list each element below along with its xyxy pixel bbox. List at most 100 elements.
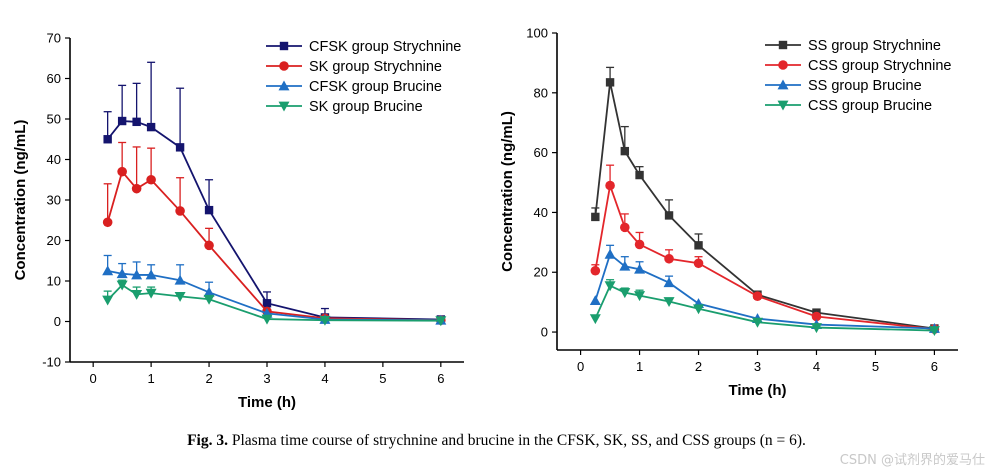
series-line-ss-group-strychnine <box>594 82 935 330</box>
y-tick-label: 80 <box>534 85 548 100</box>
data-point <box>146 174 156 185</box>
data-point <box>102 265 114 276</box>
legend-label: CSS group Strychnine <box>808 58 951 74</box>
data-point <box>693 258 704 269</box>
x-axis-title: Time (h) <box>728 382 786 399</box>
data-point <box>810 323 822 334</box>
series-line-sk-group-strychnine <box>106 169 441 322</box>
y-tick-label: 10 <box>47 274 61 289</box>
y-tick-label: 20 <box>534 265 548 280</box>
data-point <box>752 291 763 301</box>
data-point <box>131 183 142 194</box>
data-point <box>103 135 112 144</box>
x-tick-label: 3 <box>263 371 270 386</box>
data-point <box>174 291 186 302</box>
x-tick-label: 6 <box>931 359 938 374</box>
data-point <box>604 248 616 259</box>
data-point <box>102 217 113 228</box>
x-tick-label: 1 <box>636 359 643 374</box>
series-line-sk-group-brucine <box>107 283 441 322</box>
data-point <box>634 239 645 250</box>
legend-label: CFSK group Strychnine <box>309 39 461 55</box>
data-point <box>928 326 940 337</box>
legend-marker <box>778 60 788 70</box>
data-point <box>132 117 141 127</box>
legend-marker <box>278 80 290 91</box>
x-tick-label: 6 <box>437 371 444 386</box>
y-tick-label: 70 <box>47 31 61 46</box>
data-point <box>605 180 615 191</box>
data-point <box>204 205 214 215</box>
series-ss-group-brucine <box>589 244 940 333</box>
y-tick-label: 60 <box>47 71 61 86</box>
legend-marker <box>279 41 289 51</box>
data-point <box>116 280 128 291</box>
x-tick-label: 4 <box>813 359 820 374</box>
data-point <box>145 288 157 299</box>
legend-label: CSS group Brucine <box>808 98 932 114</box>
legend-marker <box>777 79 789 90</box>
data-point <box>319 315 331 326</box>
legend-label: SS group Brucine <box>808 78 922 94</box>
data-point <box>664 253 674 264</box>
data-point <box>204 240 214 251</box>
x-tick-label: 2 <box>205 371 212 386</box>
series-cfsk-group-strychnine <box>103 61 446 324</box>
data-point <box>619 260 631 271</box>
caption-label: Fig. 3. <box>187 432 228 449</box>
data-point <box>117 116 127 126</box>
data-point <box>752 317 763 328</box>
legend-marker <box>777 100 789 111</box>
x-tick-label: 0 <box>577 359 584 374</box>
x-axis-title: Time (h) <box>238 394 296 411</box>
chart-right-panel: 0 20 40 60 80 100 0 1 2 3 4 5 6 Time (h) Concentration… <box>499 26 958 399</box>
data-point <box>591 212 600 222</box>
data-point <box>131 289 143 300</box>
x-tick-label: 1 <box>148 371 155 386</box>
data-point <box>203 286 215 297</box>
data-point <box>634 263 646 274</box>
x-tick-label: 2 <box>695 359 702 374</box>
x-tick-label: 0 <box>90 371 97 386</box>
y-tick-label: 0 <box>54 314 61 329</box>
y-tick-label: 0 <box>541 325 548 340</box>
series-line-cfsk-group-strychnine <box>106 120 441 321</box>
legend-marker <box>279 61 289 71</box>
x-tick-label: 5 <box>379 371 386 386</box>
series-css-group-brucine <box>589 279 940 337</box>
data-point <box>117 166 127 177</box>
data-point <box>175 206 185 216</box>
y-tick-label: 100 <box>526 26 548 41</box>
data-point <box>145 269 157 280</box>
legend: SS group Strychnine CSS group Strychnine S… <box>765 38 951 114</box>
y-tick-label: 40 <box>47 152 61 167</box>
caption-text: Plasma time course of strychnine and bru… <box>231 432 806 449</box>
data-point <box>116 268 128 279</box>
legend-label: CFSK group Brucine <box>309 79 442 95</box>
chart-left-panel: -10 0 10 20 30 40 50 60 70 0 1 2 3 4 5 6 Time (h) Concent… <box>12 31 464 411</box>
data-point <box>635 170 644 180</box>
x-tick-label: 4 <box>321 371 328 386</box>
legend-marker <box>778 40 788 50</box>
legend-label: SS group Strychnine <box>808 38 941 54</box>
watermark: CSDN @试剂界的爱马仕 <box>839 453 985 468</box>
data-point <box>811 311 822 322</box>
y-tick-label: 40 <box>534 205 548 220</box>
x-tick-label: 5 <box>872 359 879 374</box>
legend-marker <box>278 101 290 112</box>
figure-caption: Fig. 3. Plasma time course of strychnine… <box>0 432 993 450</box>
legend-label: SK group Brucine <box>309 99 423 115</box>
data-point <box>663 297 675 308</box>
data-point <box>605 78 615 87</box>
y-tick-label: -10 <box>42 355 61 370</box>
data-point <box>261 314 273 325</box>
series-line-ss-group-brucine <box>594 252 935 330</box>
y-tick-label: 30 <box>47 193 61 208</box>
data-point <box>693 304 705 315</box>
data-point <box>619 288 631 299</box>
data-point <box>604 281 616 292</box>
data-point <box>620 222 630 233</box>
y-axis-title: Concentration (ng/mL) <box>499 111 516 272</box>
y-axis-title: Concentration (ng/mL) <box>12 120 29 281</box>
